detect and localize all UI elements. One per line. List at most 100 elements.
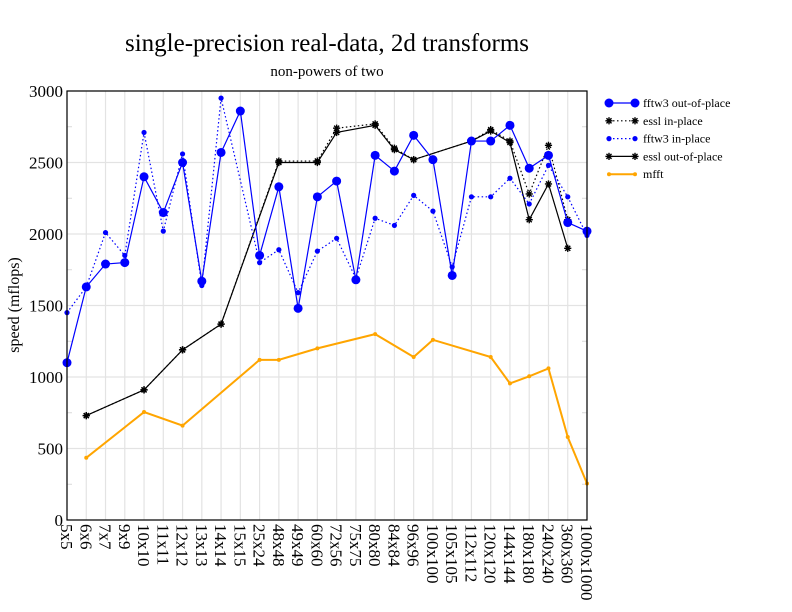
data-point — [605, 152, 613, 160]
data-point — [332, 176, 342, 186]
data-point — [565, 194, 571, 200]
star-stroke — [391, 145, 398, 152]
plot-frame — [66, 90, 588, 521]
data-point — [563, 218, 573, 228]
data-point — [630, 98, 640, 108]
data-point — [216, 147, 226, 157]
x-tick-label: 100x100 — [423, 524, 442, 584]
data-point — [544, 141, 553, 149]
x-tick-label: 25x24 — [250, 524, 269, 567]
data-point — [390, 144, 399, 152]
data-point — [351, 275, 361, 285]
data-point — [178, 158, 188, 167]
x-tick-label: 105x105 — [442, 524, 461, 584]
star-stroke — [545, 180, 552, 187]
x-tick-label: 48x48 — [269, 524, 288, 567]
data-point — [312, 192, 322, 202]
data-point — [179, 151, 186, 157]
data-point — [430, 208, 436, 214]
data-point — [120, 258, 130, 268]
legend-label: fftw3 in-place — [643, 132, 710, 146]
series-line — [86, 123, 569, 417]
data-point — [180, 423, 185, 428]
x-tick-label: 12x12 — [173, 524, 192, 567]
data-point — [525, 216, 533, 224]
star-stroke — [83, 412, 90, 419]
data-point — [447, 270, 457, 280]
data-point — [505, 120, 515, 130]
data-point — [295, 290, 301, 296]
y-tick-label: 3000 — [29, 82, 63, 101]
x-tick-label: 120x120 — [481, 524, 500, 584]
x-tick-label: 13x13 — [192, 524, 211, 567]
data-point — [371, 120, 379, 128]
data-point — [545, 162, 552, 168]
x-tick-label: 7x7 — [96, 524, 115, 550]
data-point — [564, 244, 572, 252]
x-tick-label: 5x5 — [57, 524, 76, 550]
data-point — [524, 163, 534, 173]
x-tick-label: 49x49 — [288, 524, 307, 567]
star-stroke — [487, 126, 494, 133]
y-tick-label: 0 — [55, 511, 64, 530]
y-axis-label: speed (mflops) — [6, 257, 23, 353]
data-point — [102, 229, 109, 236]
data-point — [507, 381, 512, 386]
data-point — [428, 155, 438, 165]
data-point — [275, 157, 283, 165]
star-stroke — [372, 120, 379, 127]
legend: fftw3 out-of-place essl in-place fftw3 in-… — [604, 96, 730, 181]
star-stroke — [179, 346, 186, 353]
x-tick-label: 180x180 — [519, 524, 538, 584]
data-point — [631, 152, 639, 160]
data-point — [372, 215, 378, 221]
data-point — [142, 410, 147, 415]
data-point — [389, 166, 399, 176]
data-point — [606, 136, 612, 142]
grid — [66, 90, 588, 521]
data-point — [632, 136, 638, 142]
legend-item: fftw3 out-of-place — [604, 96, 730, 110]
y-tick-labels: 0 500 1000 1500 2000 2500 3000 — [29, 82, 63, 530]
data-point — [410, 156, 418, 164]
legend-item: fftw3 in-place — [606, 132, 710, 146]
series-mfft — [84, 332, 589, 486]
data-point — [487, 126, 495, 134]
star-stroke — [506, 138, 513, 145]
y-tick-label: 2500 — [29, 154, 63, 173]
legend-item: essl in-place — [605, 114, 703, 128]
star-stroke — [631, 117, 639, 124]
data-point — [527, 374, 532, 379]
y-tick-label: 1500 — [29, 297, 63, 316]
data-point — [373, 332, 378, 337]
data-point — [409, 130, 419, 140]
data-point — [315, 346, 320, 351]
data-point — [633, 172, 637, 177]
legend-label: essl out-of-place — [643, 149, 723, 163]
x-tick-label: 144x144 — [500, 524, 519, 584]
x-tick-label: 72x56 — [327, 524, 346, 567]
data-point — [255, 250, 265, 260]
star-stroke — [141, 386, 148, 393]
star-stroke — [275, 158, 282, 165]
chart-subtitle: non-powers of two — [270, 64, 383, 80]
data-point — [604, 98, 614, 108]
data-point — [546, 366, 551, 371]
data-point — [525, 190, 533, 198]
data-point — [430, 337, 435, 342]
legend-label: mfft — [643, 167, 664, 181]
x-tick-label: 11x11 — [153, 524, 172, 565]
data-point — [605, 117, 613, 125]
chart-title: single-precision real-data, 2d transform… — [125, 30, 529, 57]
data-point — [178, 346, 187, 354]
x-tick-label: 6x6 — [76, 524, 95, 550]
data-point — [607, 172, 611, 177]
x-tick-label: 96x96 — [404, 524, 423, 567]
data-point — [257, 357, 262, 362]
data-point — [81, 282, 91, 292]
series-layer — [62, 95, 592, 486]
data-point — [313, 157, 321, 165]
data-point — [139, 172, 149, 182]
data-point — [293, 303, 303, 313]
star-stroke — [631, 153, 639, 160]
